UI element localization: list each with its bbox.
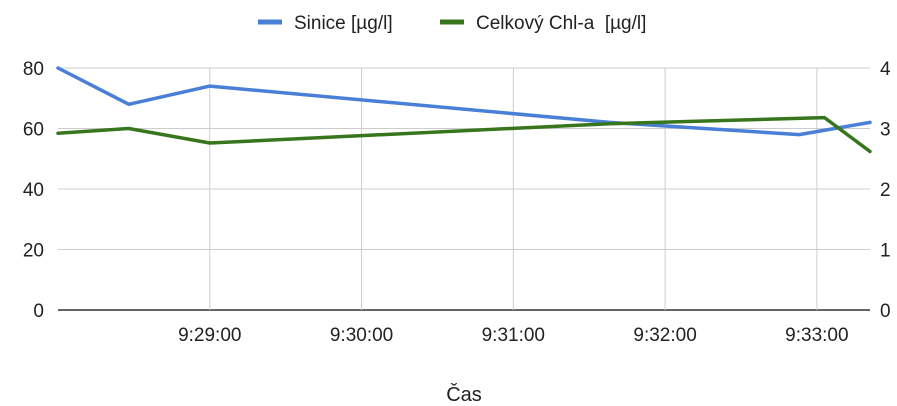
- right-tick-label: 4: [880, 59, 891, 80]
- left-tick-label: 0: [33, 301, 44, 322]
- grid-lines: [58, 67, 870, 311]
- legend-label-1: Sinice [µg/l]: [294, 13, 393, 34]
- x-tick-label: 9:32:00: [633, 325, 696, 346]
- legend: Sinice [µg/l] Celkový Chl-a [µg/l]: [258, 13, 646, 34]
- series-lines: [56, 66, 872, 154]
- x-tick-label: 9:30:00: [330, 325, 393, 346]
- x-tick-label: 9:33:00: [785, 325, 848, 346]
- x-axis-tick-labels: 9:29:00 9:30:00 9:31:00 9:32:00 9:33:00: [178, 325, 849, 346]
- x-tick-label: 9:31:00: [482, 325, 545, 346]
- series-line-2: [56, 115, 872, 154]
- left-tick-label: 80: [23, 59, 44, 80]
- left-tick-label: 60: [23, 120, 44, 141]
- legend-label-2: Celkový Chl-a [µg/l]: [476, 13, 646, 34]
- right-axis-tick-labels: 0 1 2 3 4: [880, 59, 891, 322]
- right-tick-label: 0: [880, 301, 891, 322]
- right-tick-label: 2: [880, 180, 891, 201]
- series-line-1: [56, 66, 872, 137]
- right-tick-label: 1: [880, 241, 891, 262]
- x-axis-title: Čas: [446, 383, 482, 406]
- right-tick-label: 3: [880, 120, 891, 141]
- x-tick-label: 9:29:00: [178, 325, 241, 346]
- left-tick-label: 20: [23, 241, 44, 262]
- left-tick-label: 40: [23, 180, 44, 201]
- left-axis-tick-labels: 0 20 40 60 80: [23, 59, 44, 322]
